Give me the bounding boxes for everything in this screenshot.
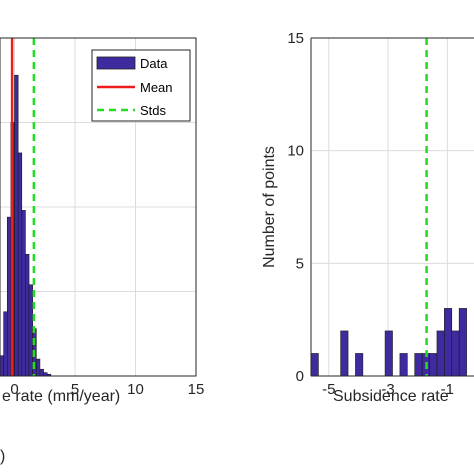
left-histogram-bar [3, 311, 8, 377]
right-histogram-bar [310, 353, 319, 377]
right-x-tick-label: -3 [381, 381, 394, 398]
right-x-tick-label: -1 [441, 381, 454, 398]
right-histogram-bar [340, 330, 349, 377]
right-histogram-bar [384, 330, 393, 377]
left-histogram-bar [25, 254, 30, 377]
left-x-axis-label: e rate (mm/year) [2, 388, 120, 405]
right-y-axis-label: Number of points [261, 146, 278, 268]
right-x-tick-label: -5 [322, 381, 335, 398]
right-histogram-bar [399, 353, 408, 377]
left-histogram-panel: 0 5 10 15 e rate (mm/year) Data Mean Stds ) [0, 37, 204, 465]
right-histogram-bar [414, 353, 423, 377]
right-histogram-bar [436, 330, 445, 377]
legend: Data Mean Stds [91, 49, 191, 122]
right-histogram-bar [429, 353, 438, 377]
legend-data-label: Data [140, 56, 168, 71]
left-histogram-bar [17, 152, 23, 377]
right-histogram-panel: -5 -3 -1 0 5 10 15 Subsidence rate Number of … [261, 30, 474, 405]
right-y-tick-label: 15 [287, 30, 304, 47]
left-x-tick-label: 5 [71, 381, 79, 398]
right-y-tick-label: 10 [287, 143, 304, 160]
left-x-tick-label: 0 [10, 381, 18, 398]
left-x-tick-label: 15 [188, 381, 205, 398]
left-x-tick-label: 10 [127, 381, 144, 398]
right-histogram-bar [444, 308, 453, 377]
left-histogram-bar [39, 368, 44, 377]
legend-mean-label: Mean [140, 80, 173, 95]
right-x-axis-label: Subsidence rate [333, 388, 449, 405]
right-histogram-bar [355, 353, 364, 377]
right-y-tick-label: 5 [296, 255, 304, 272]
right-y-tick-label: 0 [296, 368, 304, 385]
left-histogram-bar [14, 74, 19, 377]
right-histogram-bar [451, 330, 460, 377]
panel-label: ) [0, 448, 5, 465]
legend-stds-label: Stds [140, 103, 167, 118]
right-histogram-bars [310, 308, 467, 377]
left-histogram-bar [35, 358, 41, 377]
left-histogram-bar [43, 372, 48, 377]
right-histogram-bar [458, 308, 467, 377]
left-x-tick-labels: 0 5 10 15 [10, 381, 204, 398]
left-histogram-bar [6, 216, 12, 377]
left-histogram-bar [28, 284, 33, 377]
right-y-tick-labels: 0 5 10 15 [287, 30, 304, 385]
legend-data-swatch [96, 56, 136, 70]
left-histogram-bar [21, 210, 26, 377]
left-axes-frame [0, 37, 197, 377]
right-x-tick-labels: -5 -3 -1 [322, 381, 454, 398]
left-histogram-bar [0, 355, 4, 377]
